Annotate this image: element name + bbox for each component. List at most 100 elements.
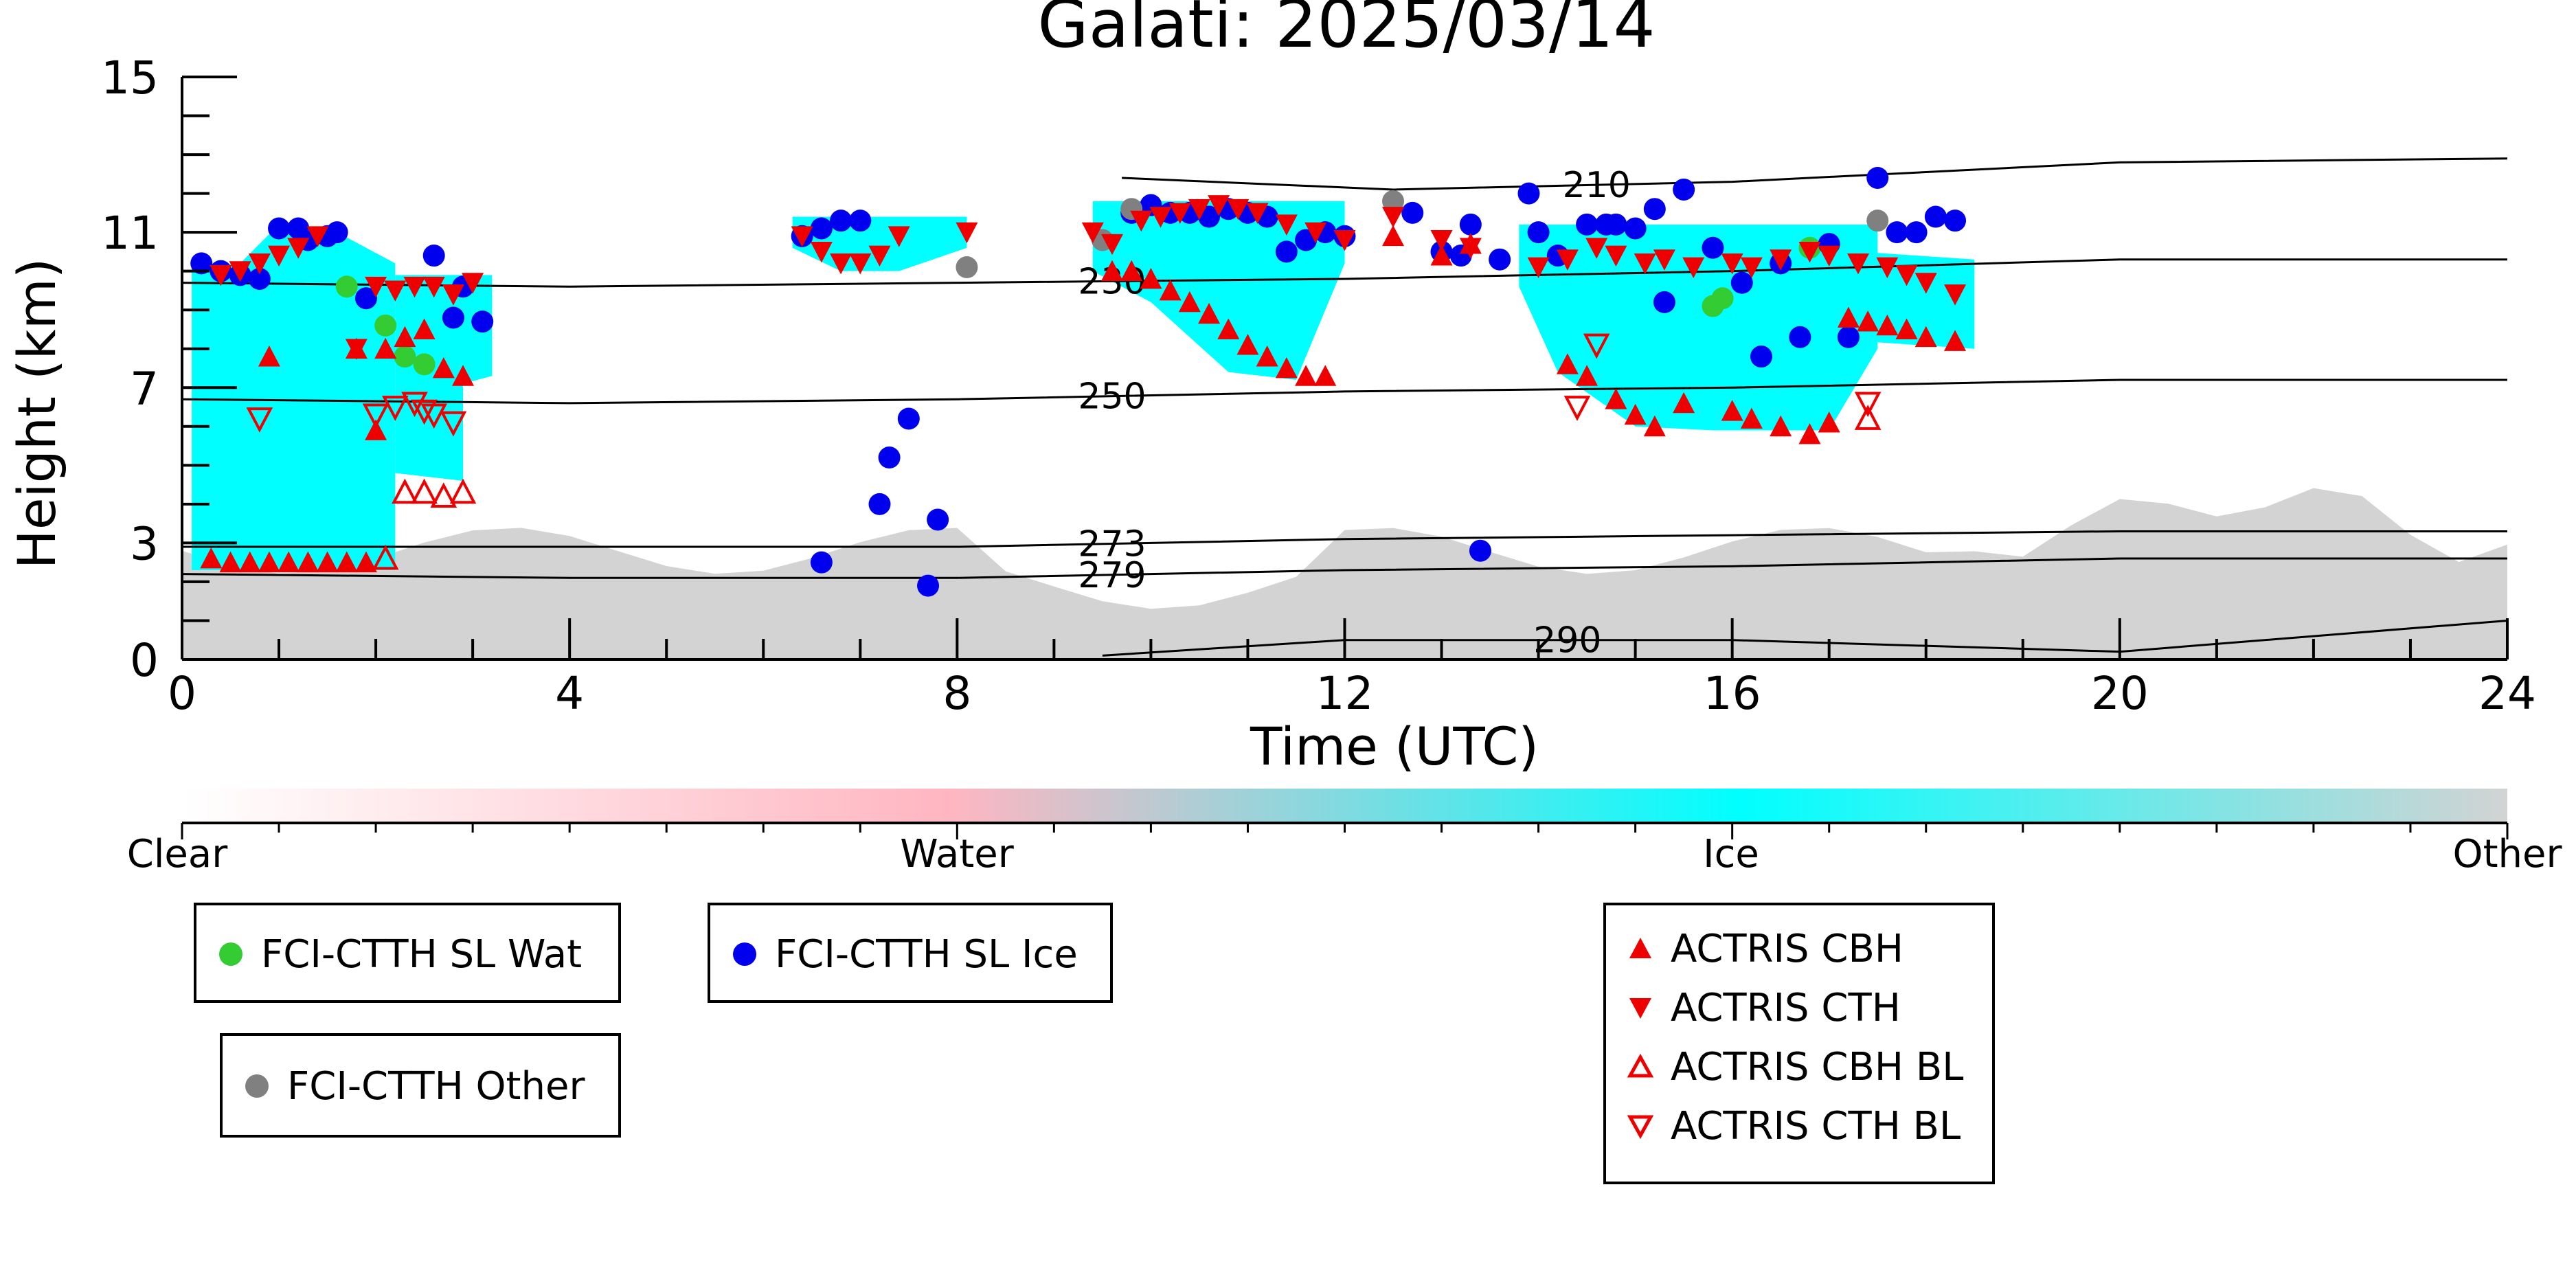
colorbar-label-water: Water (900, 832, 1015, 877)
y-tick-label: 7 (130, 362, 159, 415)
marker-fci-ctth-sl-ice (1517, 182, 1540, 205)
marker-actris-cth (1149, 207, 1172, 228)
marker-actris-cbh-bl (372, 544, 399, 570)
triangle-down-open-icon (1627, 1115, 1654, 1140)
marker-actris-cth (1101, 234, 1123, 256)
marker-actris-cbh-bl (411, 478, 438, 504)
marker-actris-cbh (1314, 365, 1337, 386)
marker-fci-ctth-sl-ice (1576, 213, 1598, 236)
marker-actris-cbh (1914, 326, 1937, 348)
legend-label: ACTRIS CBH BL (1671, 1044, 1964, 1089)
legend-item-actris-cth: ACTRIS CTH (1606, 978, 1992, 1037)
marker-actris-cth (462, 273, 484, 294)
marker-fci-ctth-sl-ice (897, 407, 920, 430)
marker-actris-cth (1333, 230, 1356, 251)
marker-actris-cth (1653, 249, 1675, 271)
isotherm-250 (181, 379, 2507, 405)
marker-actris-cth (287, 238, 310, 259)
marker-actris-cbh (1556, 353, 1579, 374)
marker-actris-cbh (1740, 407, 1763, 429)
marker-actris-cbh-bl (392, 478, 418, 504)
y-tick-label: 0 (130, 634, 159, 687)
isotherm-label: 273 (1078, 524, 1146, 565)
y-axis-label: Height (km) (6, 258, 67, 569)
marker-actris-cbh (1382, 225, 1405, 247)
marker-actris-cth-bl (1583, 333, 1610, 359)
x-tick-label: 12 (1316, 667, 1374, 720)
marker-actris-cth (1208, 195, 1230, 216)
marker-actris-cth (365, 276, 387, 298)
marker-actris-cbh (297, 551, 319, 573)
ice-cloud-region-1 (192, 224, 396, 570)
marker-actris-cbh (394, 326, 416, 348)
colorbar-gradient (182, 789, 2507, 823)
isotherm-273 (182, 530, 2507, 548)
legend-label: ACTRIS CTH BL (1671, 1103, 1961, 1149)
marker-actris-cth-bl (420, 403, 448, 429)
marker-actris-cbh (354, 551, 377, 573)
marker-actris-cbh (1895, 318, 1918, 339)
isotherm-label: 250 (1078, 376, 1146, 418)
marker-actris-cbh (219, 551, 242, 573)
triangle-up-open-icon (1627, 1053, 1654, 1078)
marker-actris-cth (1081, 222, 1104, 244)
x-tick-label: 4 (555, 667, 584, 720)
marker-actris-cth (830, 253, 852, 275)
marker-actris-cbh (1236, 334, 1259, 355)
marker-fci-ctth-sl-ice (1944, 210, 1967, 232)
marker-actris-cth (345, 339, 368, 360)
marker-actris-cbh (1643, 415, 1666, 437)
y-tick-label: 11 (101, 207, 159, 260)
marker-actris-cbh (432, 357, 455, 379)
marker-actris-cth (1682, 257, 1705, 279)
marker-fci-ctth-sl-ice (1789, 326, 1811, 348)
x-tick-label: 24 (2478, 667, 2536, 720)
legend-label: ACTRIS CTH (1671, 985, 1901, 1030)
x-tick-label: 16 (1704, 667, 1761, 720)
cloud-classification-field (182, 201, 2507, 659)
marker-actris-cbh (1430, 245, 1453, 266)
boundary-layer-region (182, 488, 2507, 659)
marker-fci-ctth-sl-ice (1401, 201, 1424, 224)
marker-actris-cbh (316, 551, 339, 573)
colorbar-label-ice: Ice (1703, 832, 1759, 877)
marker-actris-cbh (1673, 392, 1695, 414)
y-tick-label: 15 (101, 52, 159, 104)
isotherm-279 (181, 557, 2507, 579)
marker-fci-ctth-sl-ice (354, 287, 377, 310)
marker-fci-ctth-other (956, 256, 978, 279)
marker-actris-cbh (1876, 314, 1899, 336)
marker-actris-cth-bl (440, 411, 467, 437)
marker-actris-cth (442, 284, 464, 306)
marker-fci-ctth-sl-ice (1527, 221, 1550, 244)
marker-fci-ctth-sl-wat (394, 346, 416, 368)
marker-actris-cbh-bl (449, 478, 477, 504)
chart-title: Galati: 2025/03/14 (1037, 0, 1655, 63)
x-tick-label: 8 (942, 667, 971, 720)
marker-actris-cth (1556, 249, 1579, 271)
marker-actris-cth (1876, 257, 1899, 279)
marker-actris-cth-bl (1854, 392, 1882, 418)
marker-fci-ctth-sl-ice (268, 217, 291, 240)
marker-fci-ctth-sl-wat (335, 275, 358, 298)
marker-actris-cbh-bl (1854, 405, 1882, 430)
x-tick-label: 0 (168, 667, 196, 720)
marker-actris-cbh (1624, 403, 1647, 425)
marker-fci-ctth-sl-ice (927, 508, 949, 531)
marker-fci-ctth-sl-wat (374, 314, 397, 337)
marker-actris-cbh (335, 551, 358, 573)
marker-fci-ctth-sl-ice (422, 245, 445, 267)
marker-actris-cth (810, 242, 833, 263)
marker-actris-cth (210, 264, 232, 286)
marker-actris-cth (868, 245, 891, 267)
marker-fci-ctth-sl-ice (1730, 271, 1753, 294)
marker-actris-cth (1168, 203, 1191, 224)
marker-actris-cth (268, 245, 291, 267)
legend-item-actris-cbh-bl: ACTRIS CBH BL (1606, 1037, 1992, 1096)
colorbar: Clear Water Ice Other (127, 789, 2562, 877)
triangle-down-icon (1629, 998, 1651, 1019)
marker-fci-ctth-sl-ice (917, 574, 940, 597)
legend-item-fci-ctth-sl-wat: FCI-CTTH SL Wat (196, 925, 618, 984)
